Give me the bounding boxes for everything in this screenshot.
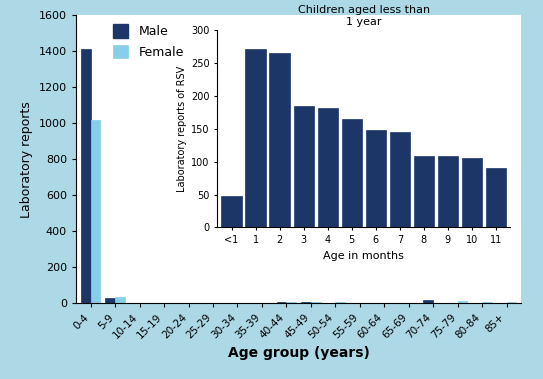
Bar bbox=[438, 157, 458, 227]
Bar bbox=[222, 196, 242, 227]
Bar bbox=[482, 302, 492, 303]
Legend: Male, Female: Male, Female bbox=[113, 24, 184, 58]
Bar bbox=[115, 297, 125, 303]
Bar bbox=[269, 53, 290, 227]
Bar bbox=[424, 299, 433, 303]
X-axis label: Age in months: Age in months bbox=[324, 251, 404, 261]
Bar bbox=[276, 302, 286, 303]
X-axis label: Age group (years): Age group (years) bbox=[228, 346, 370, 360]
Bar bbox=[390, 132, 410, 227]
Bar bbox=[245, 49, 266, 227]
Bar bbox=[365, 130, 386, 227]
Bar bbox=[507, 302, 516, 303]
Bar bbox=[336, 302, 345, 303]
Bar bbox=[342, 119, 362, 227]
Bar bbox=[414, 157, 434, 227]
Y-axis label: Laboratory reports: Laboratory reports bbox=[20, 101, 33, 218]
Bar bbox=[486, 168, 506, 227]
Bar bbox=[462, 158, 482, 227]
Bar bbox=[311, 302, 321, 303]
Bar bbox=[301, 302, 311, 303]
Bar bbox=[286, 302, 296, 303]
Bar bbox=[318, 108, 338, 227]
Bar bbox=[458, 301, 468, 303]
Bar bbox=[105, 298, 115, 303]
Bar bbox=[91, 120, 100, 303]
Title: Children aged less than
1 year: Children aged less than 1 year bbox=[298, 5, 430, 27]
Y-axis label: Laboratory reports of RSV: Laboratory reports of RSV bbox=[177, 66, 187, 192]
Bar bbox=[294, 106, 314, 227]
Bar bbox=[81, 49, 91, 303]
